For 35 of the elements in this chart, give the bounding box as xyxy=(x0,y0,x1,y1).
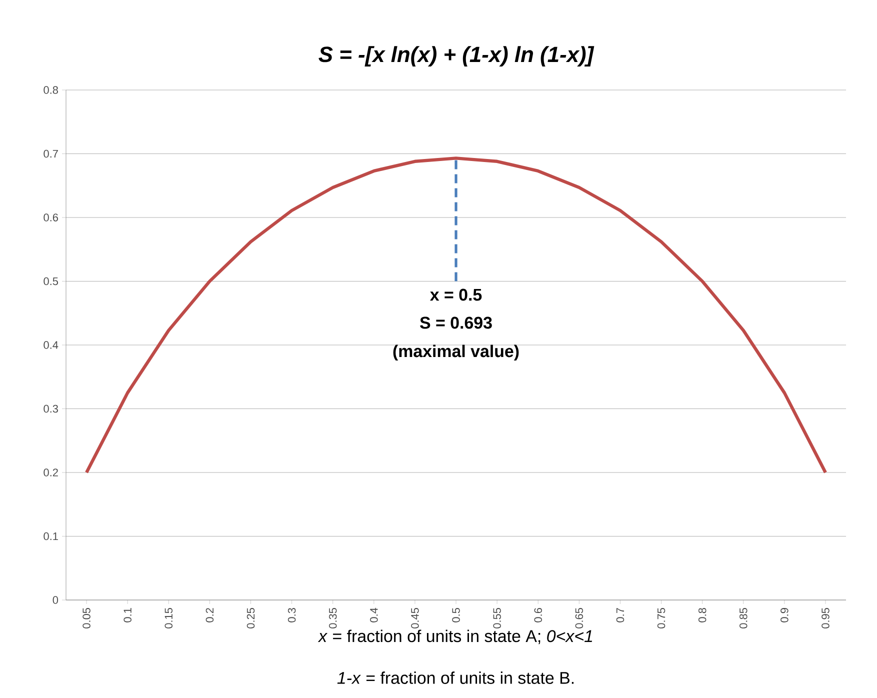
x-tick-label: 0.05 xyxy=(82,608,90,628)
annotation: S = 0.693 xyxy=(420,316,492,329)
x-tick-label: 0.85 xyxy=(740,608,748,628)
y-tick-label: 0.3 xyxy=(44,404,58,413)
x-tick-label: 0.35 xyxy=(328,608,337,628)
x-tick-label: 0.9 xyxy=(780,608,788,622)
x-tick-label: 0.3 xyxy=(288,608,296,622)
annotation: (maximal value) xyxy=(393,344,519,361)
x-tick-label: 0.5 xyxy=(452,608,460,622)
x-tick-label: 0.8 xyxy=(698,608,706,622)
y-tick-label: 0.2 xyxy=(44,468,58,476)
y-tick-label: 0.5 xyxy=(44,277,58,286)
x-tick-label: 0.95 xyxy=(822,608,830,628)
chart-title: S = -[x ln(x) + (1-x) ln (1-x)] xyxy=(318,46,594,67)
x-tick-label: 0.4 xyxy=(370,608,378,622)
x-tick-label: 0.55 xyxy=(493,608,501,628)
y-tick-label: 0.1 xyxy=(44,532,58,540)
y-tick-label: 0 xyxy=(52,596,58,604)
y-tick-label: 0.7 xyxy=(44,150,58,158)
line-series xyxy=(84,156,828,474)
x-tick-label: 0.7 xyxy=(616,608,624,622)
x-tick-label: 0.6 xyxy=(534,608,542,622)
x-tick-label: 0.1 xyxy=(124,608,132,622)
y-tick-label: 0.6 xyxy=(44,214,58,222)
x-tick-label: 0.2 xyxy=(206,608,214,622)
x-tick-label: 0.65 xyxy=(575,608,584,628)
x-tick-label: 0.75 xyxy=(657,608,666,628)
x-tick-label: 0.25 xyxy=(246,608,255,628)
x-tick-label: 0.45 xyxy=(411,608,419,628)
y-tick-label: 0.8 xyxy=(44,86,58,94)
annotation: x = 0.5 xyxy=(430,288,482,301)
y-tick-label: 0.4 xyxy=(44,341,58,349)
x-axis-title: x = fraction of units in state A; 0<x<1 xyxy=(318,630,592,644)
x-tick-label: 0.15 xyxy=(164,608,173,628)
text: 1-x = fraction of units in state B. xyxy=(337,672,574,684)
